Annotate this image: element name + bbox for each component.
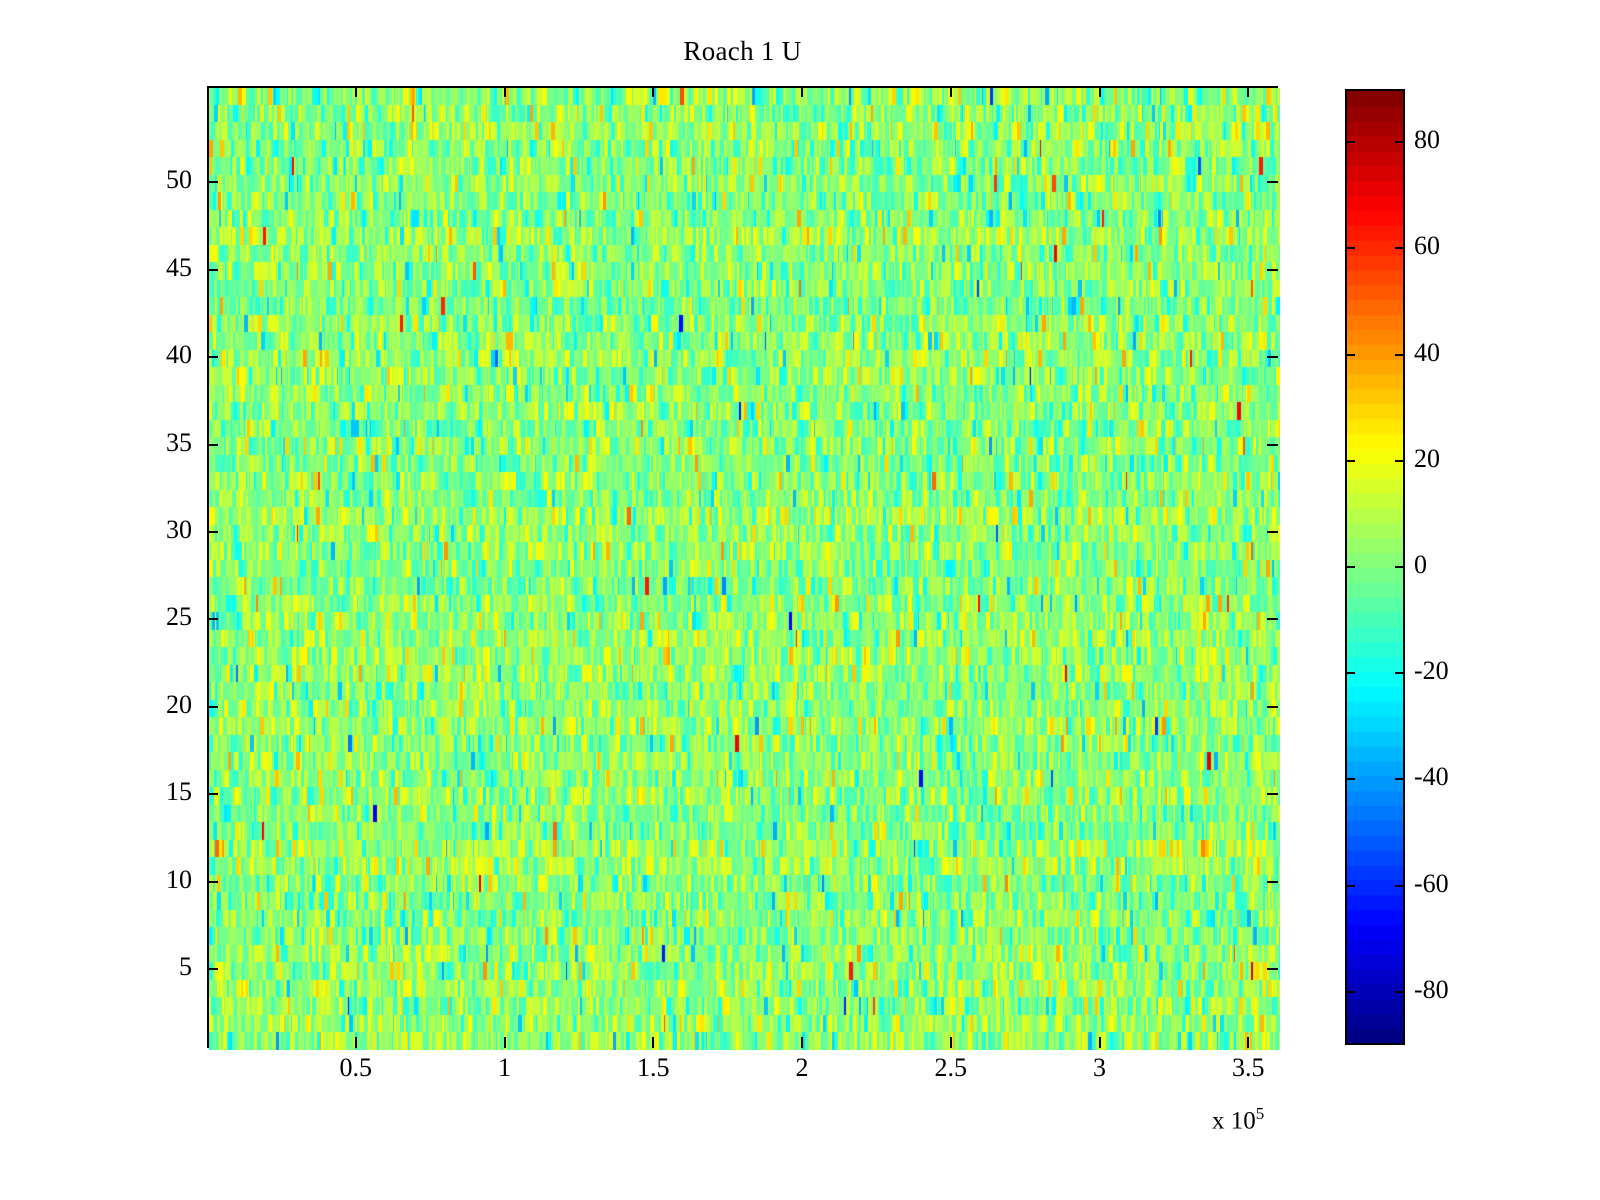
y-axis-tick-label: 20 xyxy=(166,689,192,719)
colorbar-tick-right xyxy=(1395,672,1405,675)
colorbar-tick xyxy=(1345,672,1355,675)
y-axis-tick xyxy=(207,531,218,534)
colorbar-tick-label: 40 xyxy=(1414,337,1440,367)
plot-title: Roach 1 U xyxy=(683,36,802,66)
x-axis-tick-label: 1 xyxy=(498,1053,511,1082)
y-axis-tick-label: 25 xyxy=(166,602,192,632)
x-axis-tick-label: 2 xyxy=(795,1053,809,1082)
y-axis-tick-right xyxy=(1267,181,1278,184)
colorbar-tick xyxy=(1345,566,1355,568)
x-axis-tick xyxy=(652,1037,655,1048)
x-axis-tick-top xyxy=(652,86,655,97)
x-axis-tick-top xyxy=(949,86,952,97)
x-axis-tick xyxy=(949,1037,952,1048)
colorbar-tick-label: -80 xyxy=(1414,974,1449,1004)
colorbar-tick xyxy=(1345,778,1355,781)
x-exponent-power: 5 xyxy=(1255,1104,1265,1123)
colorbar-tick-label: 0 xyxy=(1414,550,1427,579)
y-axis-tick-right xyxy=(1267,793,1278,796)
x-axis-tick-top xyxy=(354,86,357,97)
y-axis-tick-label: 40 xyxy=(166,340,192,370)
x-axis-tick-top xyxy=(801,86,803,97)
x-axis-tick xyxy=(1098,1037,1101,1048)
y-axis-tick-label: 35 xyxy=(166,427,192,457)
colorbar-tick-right xyxy=(1395,566,1405,568)
y-axis-tick-right xyxy=(1267,968,1278,971)
y-axis-tick-right xyxy=(1267,618,1278,621)
colorbar-tick-right xyxy=(1395,990,1405,993)
y-axis-tick-label: 50 xyxy=(166,165,192,195)
colorbar-tick xyxy=(1345,353,1355,356)
y-axis-tick xyxy=(207,356,218,359)
y-axis-tick-right xyxy=(1267,356,1278,359)
colorbar-tick-right xyxy=(1395,141,1405,144)
y-axis-tick xyxy=(207,705,218,708)
x-axis-tick-label: 1.5 xyxy=(637,1053,670,1082)
x-axis-tick-top xyxy=(503,86,506,97)
colorbar-tick-label: 80 xyxy=(1414,125,1440,155)
colorbar-gradient xyxy=(1347,91,1403,1043)
colorbar-tick xyxy=(1345,247,1355,250)
colorbar-tick-label: 20 xyxy=(1414,443,1440,473)
colorbar-tick-label: -60 xyxy=(1414,868,1449,898)
y-axis-tick-label: 30 xyxy=(166,515,192,545)
colorbar-tick-label: -40 xyxy=(1414,762,1449,792)
y-axis-tick-label: 15 xyxy=(166,777,192,807)
y-axis-tick-right xyxy=(1267,705,1278,708)
y-axis-tick-right xyxy=(1267,531,1278,534)
y-axis-tick-right xyxy=(1267,880,1278,883)
colorbar-tick-right xyxy=(1395,459,1405,462)
y-axis-tick xyxy=(207,268,218,271)
colorbar-tick-right xyxy=(1395,353,1405,356)
y-axis-tick-right xyxy=(1267,268,1278,271)
y-axis-tick-label: 5 xyxy=(179,952,192,982)
colorbar-tick-right xyxy=(1395,778,1405,781)
x-axis-tick xyxy=(503,1037,506,1048)
colorbar-tick xyxy=(1345,884,1355,887)
colorbar-tick-label: 60 xyxy=(1414,231,1440,261)
y-axis-tick xyxy=(207,880,218,883)
y-axis-tick-label: 10 xyxy=(166,864,192,894)
x-axis-tick-top xyxy=(1247,86,1250,97)
x-axis-tick-label: 2.5 xyxy=(934,1053,968,1082)
colorbar-tick-right xyxy=(1395,247,1405,250)
heatmap-axes[interactable] xyxy=(207,86,1280,1050)
y-axis-tick xyxy=(207,181,218,184)
y-axis-tick xyxy=(207,443,218,446)
x-exponent-base: x 10 xyxy=(1212,1107,1256,1135)
y-axis-tick xyxy=(207,618,218,621)
colorbar-tick xyxy=(1345,990,1355,993)
x-axis-tick xyxy=(1247,1037,1250,1048)
y-axis-tick xyxy=(207,968,218,971)
y-axis-tick-label: 45 xyxy=(166,252,192,282)
colorbar-tick xyxy=(1345,459,1355,462)
x-axis-tick-label: 3.5 xyxy=(1232,1053,1265,1082)
x-axis-tick-top xyxy=(1098,86,1101,97)
x-axis-tick-label: 0.5 xyxy=(339,1053,373,1082)
x-axis-tick-label: 3 xyxy=(1093,1053,1106,1082)
x-axis-tick xyxy=(801,1037,803,1048)
x-axis-tick xyxy=(354,1037,357,1048)
colorbar-tick-label: -20 xyxy=(1414,656,1449,686)
y-axis-tick xyxy=(207,793,218,796)
colorbar-tick-right xyxy=(1395,884,1405,887)
heatmap-image[interactable] xyxy=(209,88,1280,1050)
x-axis-exponent-label: x 105 xyxy=(1212,1104,1264,1135)
colorbar-tick xyxy=(1345,141,1355,144)
y-axis-tick-right xyxy=(1267,443,1278,446)
